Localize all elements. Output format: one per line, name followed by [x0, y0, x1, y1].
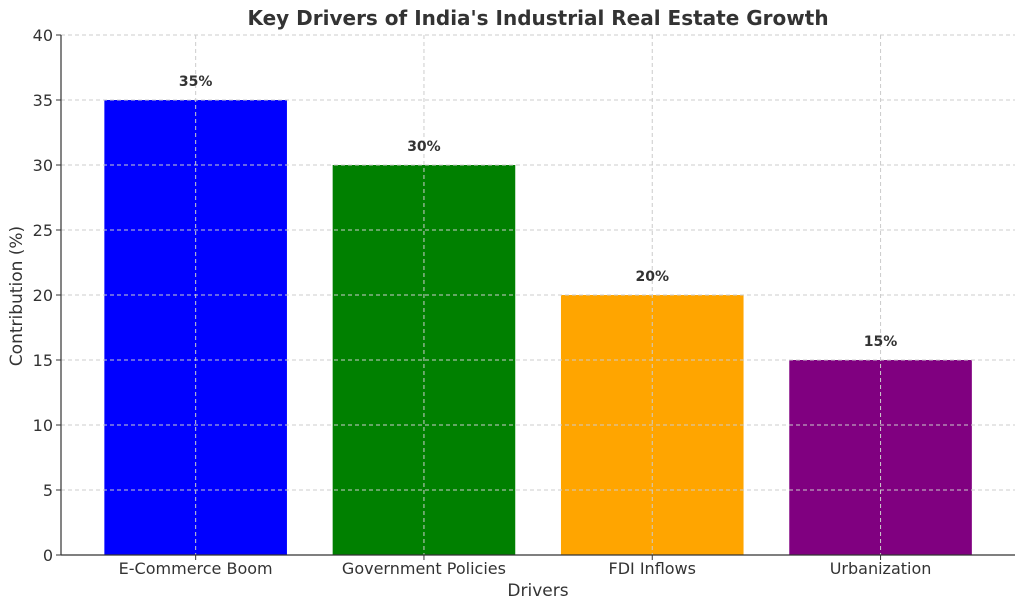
x-axis-label: Drivers	[507, 581, 568, 601]
data-label: 35%	[179, 74, 213, 90]
y-tick-label: 30	[33, 156, 53, 175]
y-tick-label: 35	[33, 91, 53, 110]
x-tick-label: E-Commerce Boom	[119, 559, 273, 578]
data-label: 30%	[407, 139, 441, 155]
y-tick-label: 10	[33, 416, 53, 435]
chart-title: Key Drivers of India's Industrial Real E…	[247, 6, 828, 30]
axes-layer	[56, 34, 1015, 560]
x-tick-label: Government Policies	[342, 559, 506, 578]
y-tick-label: 0	[43, 546, 53, 565]
y-tick-label: 25	[33, 221, 53, 240]
labels-layer: 0 5 10 15 20 25 30 35 40 E-Commerce Boom 35% Govern…	[33, 26, 932, 578]
y-axis-label: Contribution (%)	[7, 226, 27, 366]
y-tick-label: 20	[33, 286, 53, 305]
y-tick-label: 40	[33, 26, 53, 45]
data-label: 20%	[635, 269, 669, 285]
y-tick-label: 5	[43, 481, 53, 500]
bars-layer	[104, 100, 972, 555]
y-tick-label: 15	[33, 351, 53, 370]
data-label: 15%	[864, 334, 898, 350]
x-tick-label: FDI Inflows	[609, 559, 696, 578]
x-tick-label: Urbanization	[830, 559, 932, 578]
